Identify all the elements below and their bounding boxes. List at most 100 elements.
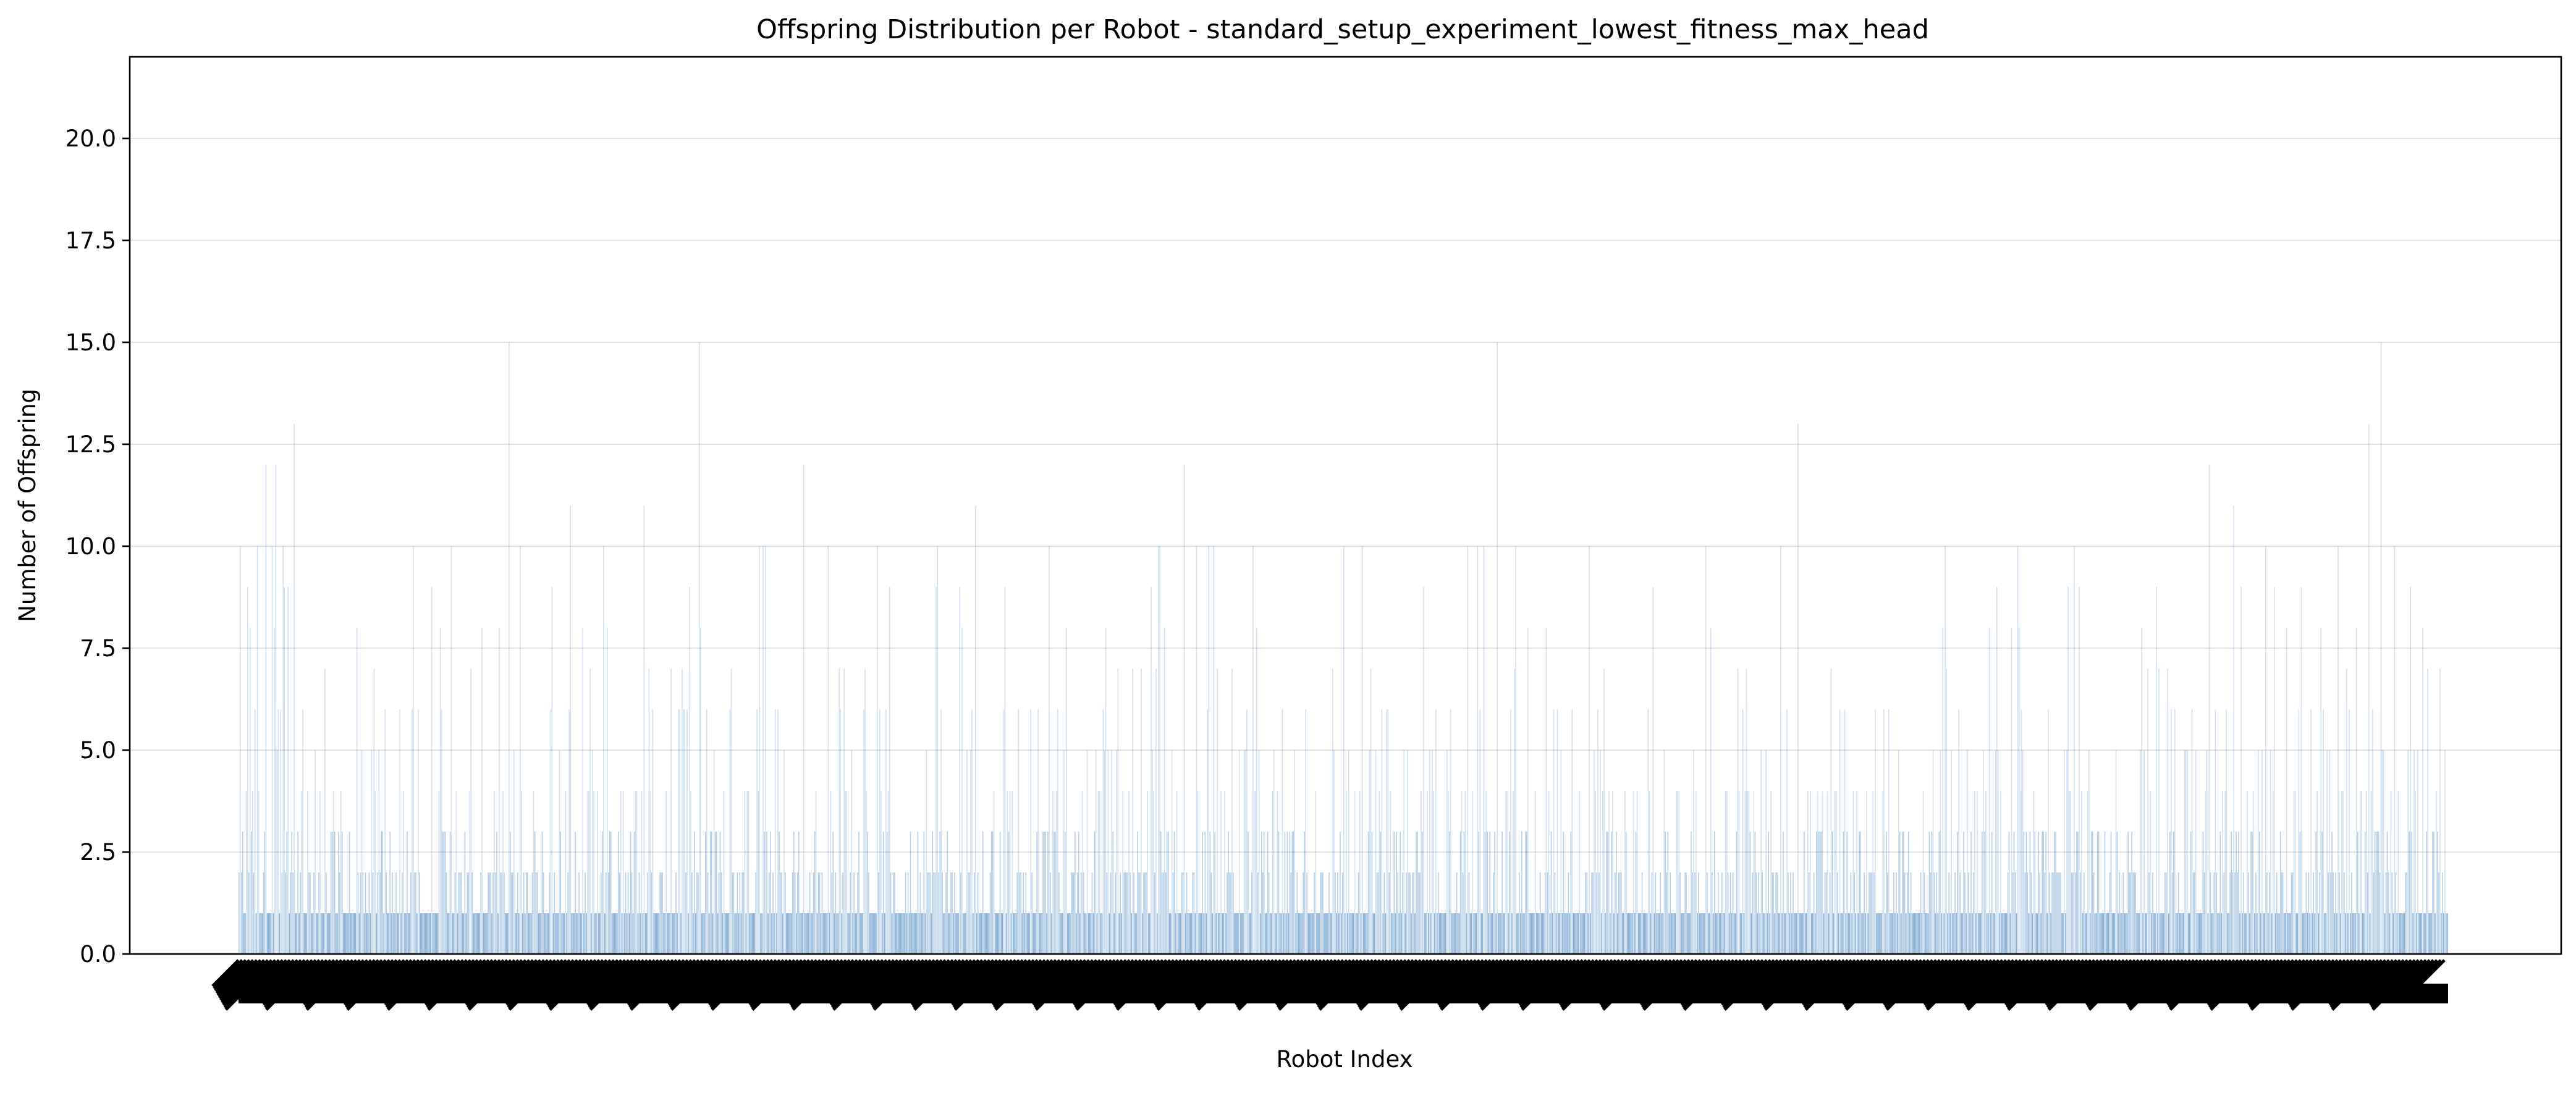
bar — [1893, 872, 1894, 954]
bar — [476, 913, 478, 954]
bar — [1997, 750, 1999, 954]
bar — [2054, 832, 2055, 954]
bar — [345, 913, 347, 954]
bar — [1075, 913, 1077, 954]
bar — [1011, 791, 1013, 954]
bar — [402, 872, 403, 954]
bar — [2312, 913, 2313, 954]
x-tick-label-mark — [1912, 959, 1941, 987]
bar — [1839, 709, 1841, 954]
bar — [1182, 872, 1184, 954]
bar — [1744, 791, 1746, 954]
bar — [1239, 750, 1240, 954]
bar — [250, 832, 252, 954]
bar — [695, 913, 696, 954]
bar — [2360, 791, 2362, 954]
bar — [627, 872, 629, 954]
bar — [1534, 791, 1536, 954]
bar — [2137, 913, 2139, 954]
bar — [1333, 750, 1335, 954]
bar — [2161, 913, 2162, 954]
bar — [547, 913, 549, 954]
bar — [1480, 913, 1482, 954]
bar — [515, 913, 516, 954]
bar — [1540, 913, 1542, 954]
bar — [2172, 872, 2173, 954]
x-tick-label-mark — [454, 959, 483, 987]
bar — [1505, 791, 1506, 954]
bar — [280, 709, 282, 954]
bar — [2196, 913, 2198, 954]
bar — [1209, 832, 1211, 954]
bar — [409, 913, 410, 954]
bar — [2029, 832, 2031, 954]
bar — [1224, 791, 1225, 954]
x-tick-label-mark — [738, 959, 767, 987]
bar — [319, 791, 321, 954]
bar — [1556, 709, 1558, 954]
bar — [2134, 872, 2135, 954]
bar — [2066, 750, 2067, 954]
bar — [2164, 872, 2166, 954]
bar — [1663, 750, 1665, 954]
bar — [2037, 913, 2038, 954]
bar — [1804, 832, 1805, 954]
bar — [1849, 913, 1851, 954]
bar — [1651, 872, 1653, 954]
bar — [805, 913, 807, 954]
bar — [1522, 913, 1524, 954]
bar — [529, 913, 531, 954]
bar — [2030, 872, 2032, 954]
bar — [1715, 913, 1717, 954]
bar — [408, 913, 409, 954]
bar — [251, 791, 253, 954]
y-tick-label: 7.5 — [80, 635, 116, 662]
bar — [2239, 913, 2240, 954]
bar — [1747, 791, 1749, 954]
bar — [1865, 913, 1866, 954]
bar — [1069, 913, 1071, 954]
bar — [1073, 872, 1075, 954]
bar — [953, 913, 954, 954]
bar — [714, 832, 716, 954]
bar — [485, 913, 486, 954]
bar — [2143, 750, 2145, 954]
bar — [1569, 913, 1571, 954]
bar — [1746, 669, 1747, 954]
bar — [1681, 913, 1682, 954]
bar — [1854, 872, 1856, 954]
bar — [2186, 750, 2188, 954]
bar — [2243, 872, 2244, 954]
bar — [598, 913, 599, 954]
bar — [1054, 832, 1055, 954]
bar — [1820, 832, 1822, 954]
bar — [1322, 872, 1324, 954]
bar — [1686, 872, 1687, 954]
bar — [1876, 913, 1877, 954]
bar — [809, 872, 811, 954]
bar — [1351, 913, 1353, 954]
bar — [2001, 913, 2003, 954]
bar — [938, 872, 939, 954]
x-tick-label-mark — [211, 959, 240, 987]
bar — [1909, 913, 1911, 954]
bar — [1241, 913, 1243, 954]
bar — [2265, 546, 2266, 954]
bar — [2283, 913, 2285, 954]
bar — [2371, 709, 2373, 954]
bar — [901, 913, 903, 954]
bar — [1657, 913, 1659, 954]
bar — [1527, 628, 1529, 954]
bar — [391, 913, 392, 954]
bar — [1561, 913, 1563, 954]
bar — [942, 872, 943, 954]
bar — [1758, 872, 1760, 954]
bar — [831, 872, 833, 954]
bar — [995, 913, 997, 954]
bar — [2326, 750, 2328, 954]
bar — [312, 913, 313, 954]
bar — [254, 709, 256, 954]
bar — [1966, 913, 1967, 954]
bar — [1705, 546, 1707, 954]
bar — [822, 913, 824, 954]
